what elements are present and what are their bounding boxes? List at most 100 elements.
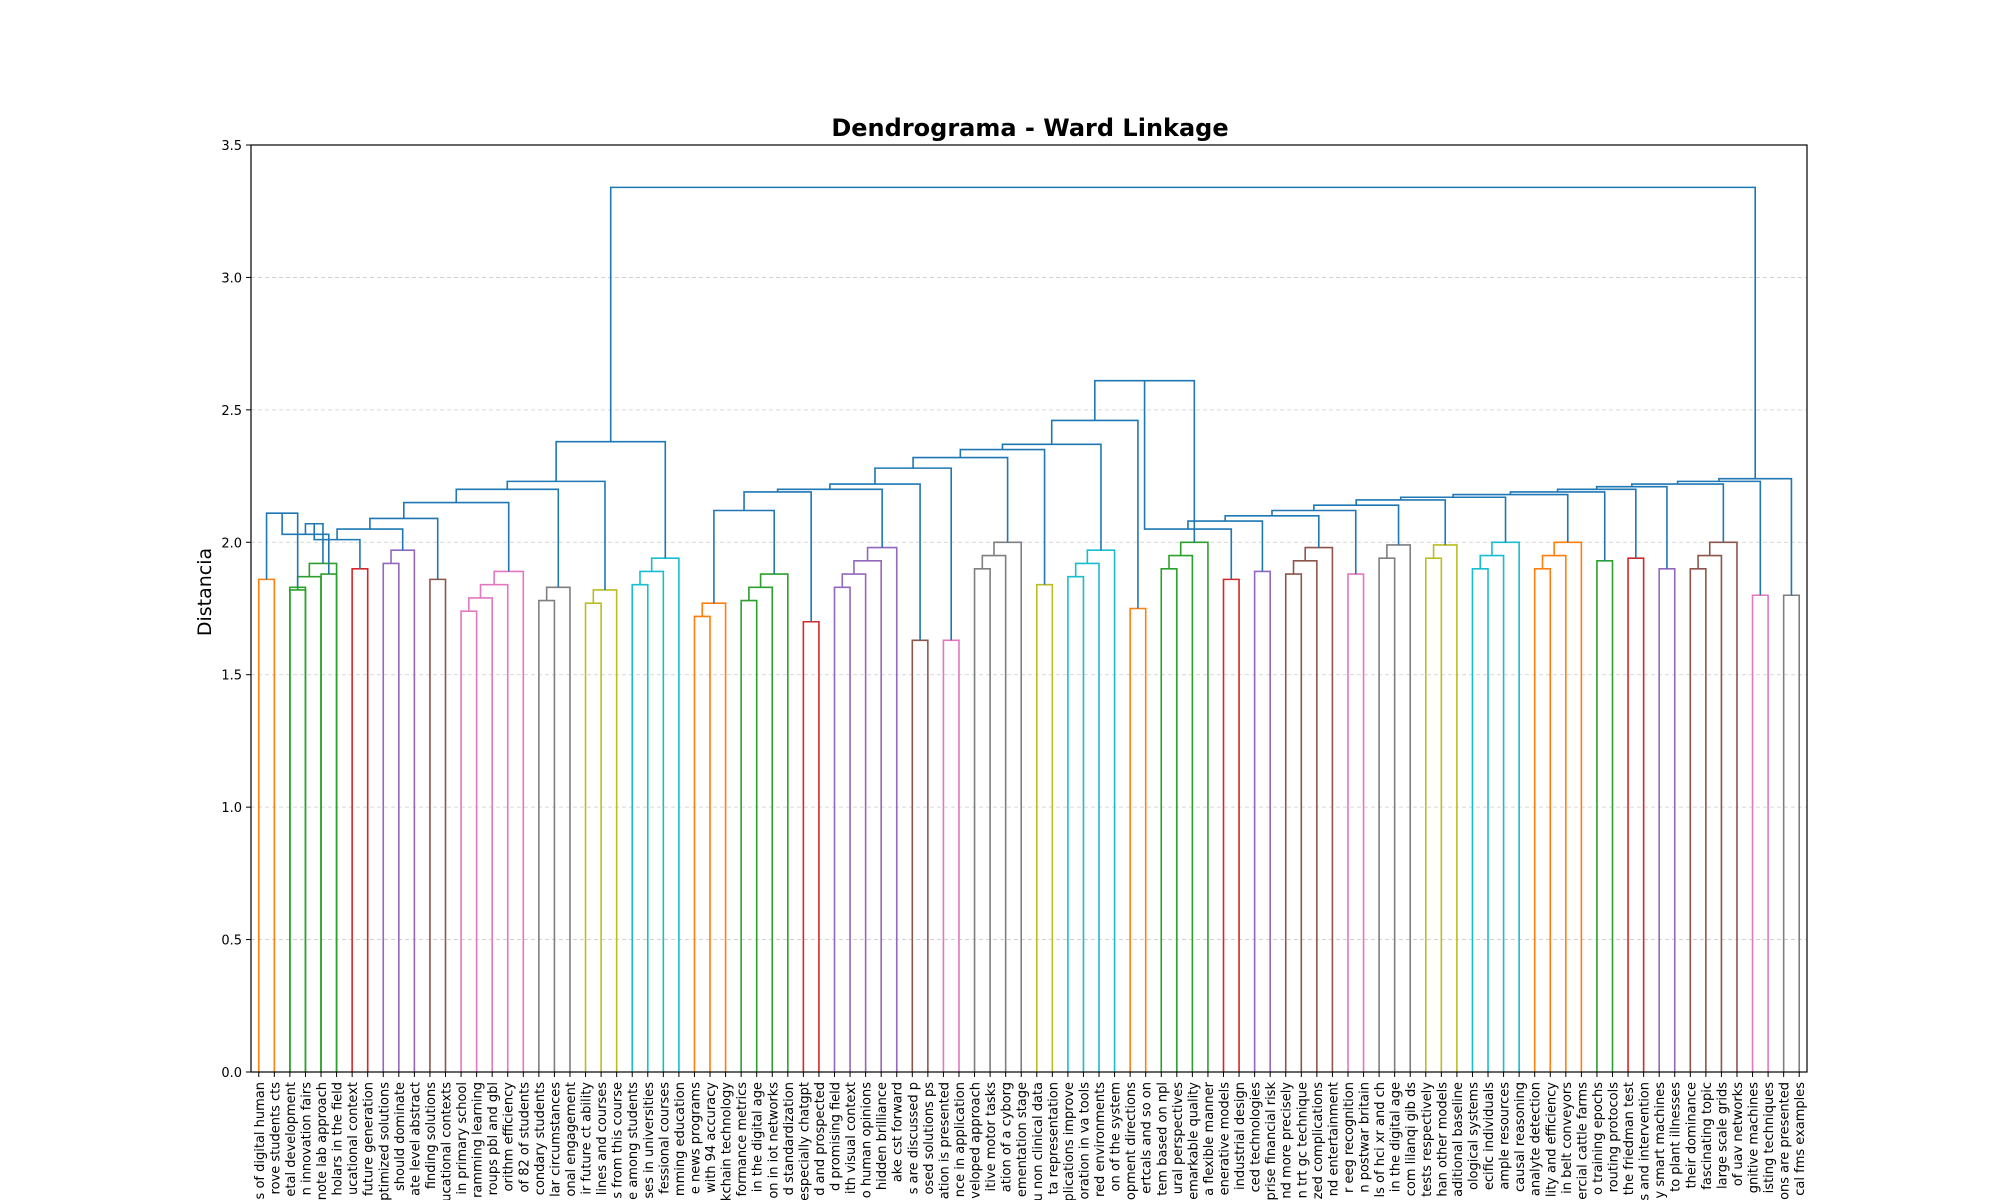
leaf-label: ls of hci xr and ch	[1373, 1082, 1388, 1197]
dendrogram-link	[1553, 541, 1583, 1072]
leaf-label: itive motor tasks	[984, 1082, 999, 1192]
dendrogram-link	[1424, 557, 1443, 1072]
leaf-label: com lilanqi gib ds	[1404, 1082, 1419, 1196]
dendrogram-link	[713, 509, 776, 604]
leaf-label: s of digital human	[253, 1082, 268, 1199]
leaf-label: plications improve	[1062, 1082, 1077, 1200]
dendrogram-link	[369, 517, 439, 580]
leaf-label: ample resources	[1498, 1082, 1513, 1190]
leaf-label: s and intervention	[1638, 1082, 1653, 1200]
dendrogram-link	[545, 586, 571, 1072]
dendrogram-link	[853, 560, 882, 1072]
dendrogram-link	[802, 620, 820, 1072]
leaf-labels: s of digital human rove students cts etal …	[253, 1072, 1808, 1200]
leaf-label: routing protocols	[1607, 1082, 1622, 1193]
dendrogram-link	[460, 610, 478, 1072]
y-tick-label: 2.0	[221, 536, 242, 551]
leaf-label: ementation stage	[1015, 1082, 1030, 1197]
leaf-label: large scale grids	[1715, 1082, 1730, 1189]
dendrogram-link	[1556, 488, 1637, 559]
dendrogram-link	[1533, 567, 1552, 1072]
leaf-label: lity and efficiency	[1544, 1082, 1559, 1197]
dendrogram-link	[1596, 560, 1614, 1072]
dendrogram-link	[1355, 499, 1447, 545]
leaf-label: lines and courses	[595, 1082, 610, 1195]
dendrogram-link	[1168, 554, 1194, 1072]
leaf-label: industrial design	[1233, 1082, 1248, 1190]
leaf-label: in the digital age	[1389, 1082, 1404, 1192]
dendrogram-link	[1143, 380, 1233, 580]
leaf-label: veloped approach	[969, 1082, 984, 1199]
leaf-label: ological systems	[1466, 1082, 1481, 1190]
leaf-label: ith visual context	[844, 1082, 859, 1194]
dendrogram-link	[336, 528, 404, 551]
leaf-label: hidden brilliance	[875, 1082, 890, 1190]
leaf-label: on in iot networks	[766, 1082, 781, 1199]
dendrogram-link	[479, 583, 509, 1072]
leaf-label: ses in universities	[642, 1082, 657, 1199]
leaf-label: nd more precisely	[1280, 1082, 1295, 1199]
leaf-label: opment directions	[1124, 1082, 1139, 1200]
dendrogram-link	[584, 602, 602, 1072]
leaf-label: cal fms examples	[1793, 1082, 1808, 1196]
leaf-label: onal engagement	[564, 1082, 579, 1197]
leaf-label: etal development	[284, 1082, 299, 1197]
leaf-label: aditional baseline	[1451, 1082, 1466, 1197]
leaf-label: condary students	[533, 1082, 548, 1195]
dendrogram-link	[1001, 443, 1102, 551]
leaf-label: in belt conveyors	[1560, 1082, 1575, 1194]
dendrogram-link	[1399, 496, 1507, 543]
leaf-label: in the digital age	[751, 1082, 766, 1192]
dendrogram-link	[942, 639, 960, 1072]
dendrogram-link	[1313, 504, 1400, 545]
dendrogram-link	[1697, 554, 1723, 1072]
dendrogram-link	[1432, 544, 1458, 1072]
leaf-label: u non clinical data	[1031, 1082, 1046, 1200]
dendrogram-link	[693, 615, 711, 1072]
leaf-label: han other models	[1435, 1082, 1450, 1197]
leaf-label: finding solutions	[424, 1082, 439, 1189]
dendrogram-link	[1479, 554, 1505, 1072]
leaf-label: ir future ct ability	[580, 1082, 595, 1195]
leaf-label: ramming learning	[471, 1082, 486, 1198]
leaf-label: the friedman test	[1622, 1082, 1637, 1195]
dendrogram-link	[320, 573, 338, 1072]
y-axis-label: Distancia	[194, 548, 216, 636]
leaf-label: ucational context	[346, 1082, 361, 1195]
leaf-label: their dominance	[1684, 1082, 1699, 1189]
dendrogram-link	[296, 575, 322, 1072]
dendrogram-link	[1386, 544, 1412, 1072]
leaf-label: red environments	[1093, 1082, 1108, 1197]
dendrogram-link	[1129, 607, 1147, 1072]
dendrogram-link	[555, 440, 667, 559]
leaf-label: n innovation fairs	[299, 1082, 314, 1196]
dendrogram-link	[959, 448, 1046, 585]
leaf-label: kchain technology	[720, 1082, 735, 1200]
dendrogram-link	[639, 570, 665, 1072]
dendrogram-link	[1595, 485, 1668, 569]
leaf-label: ecific individuals	[1482, 1082, 1497, 1190]
leaf-label: ation of a cyborg	[1000, 1082, 1015, 1192]
leaf-label: lar circumstances	[548, 1082, 563, 1197]
leaf-label: in primary school	[455, 1082, 470, 1195]
leaf-label: ake cst forward	[891, 1082, 906, 1182]
dendrogram-link	[631, 583, 649, 1072]
leaf-label: roups pbl and gbl	[486, 1082, 501, 1195]
leaf-label: s are discussed p	[906, 1082, 921, 1194]
dendrogram-link	[289, 589, 307, 1072]
leaf-label: prise financial risk	[1264, 1082, 1279, 1200]
leaf-label: ertcals and so on	[1140, 1082, 1155, 1194]
dendrogram-link	[506, 480, 606, 590]
y-tick-label: 0.5	[221, 934, 242, 949]
dendrogram-link	[455, 488, 560, 588]
dendrogram-link	[1222, 578, 1240, 1072]
leaf-label: y smart machines	[1653, 1082, 1668, 1199]
dendrogram-link	[1035, 583, 1054, 1072]
dendrogram-link	[650, 557, 680, 1072]
dendrogram-link	[866, 546, 898, 1072]
dendrogram-link	[493, 570, 525, 1072]
dendrogram-link	[390, 549, 416, 1072]
y-tick-label: 2.5	[221, 404, 242, 419]
dendrogram-link	[740, 599, 758, 1072]
leaf-label: o training epochs	[1591, 1082, 1606, 1195]
